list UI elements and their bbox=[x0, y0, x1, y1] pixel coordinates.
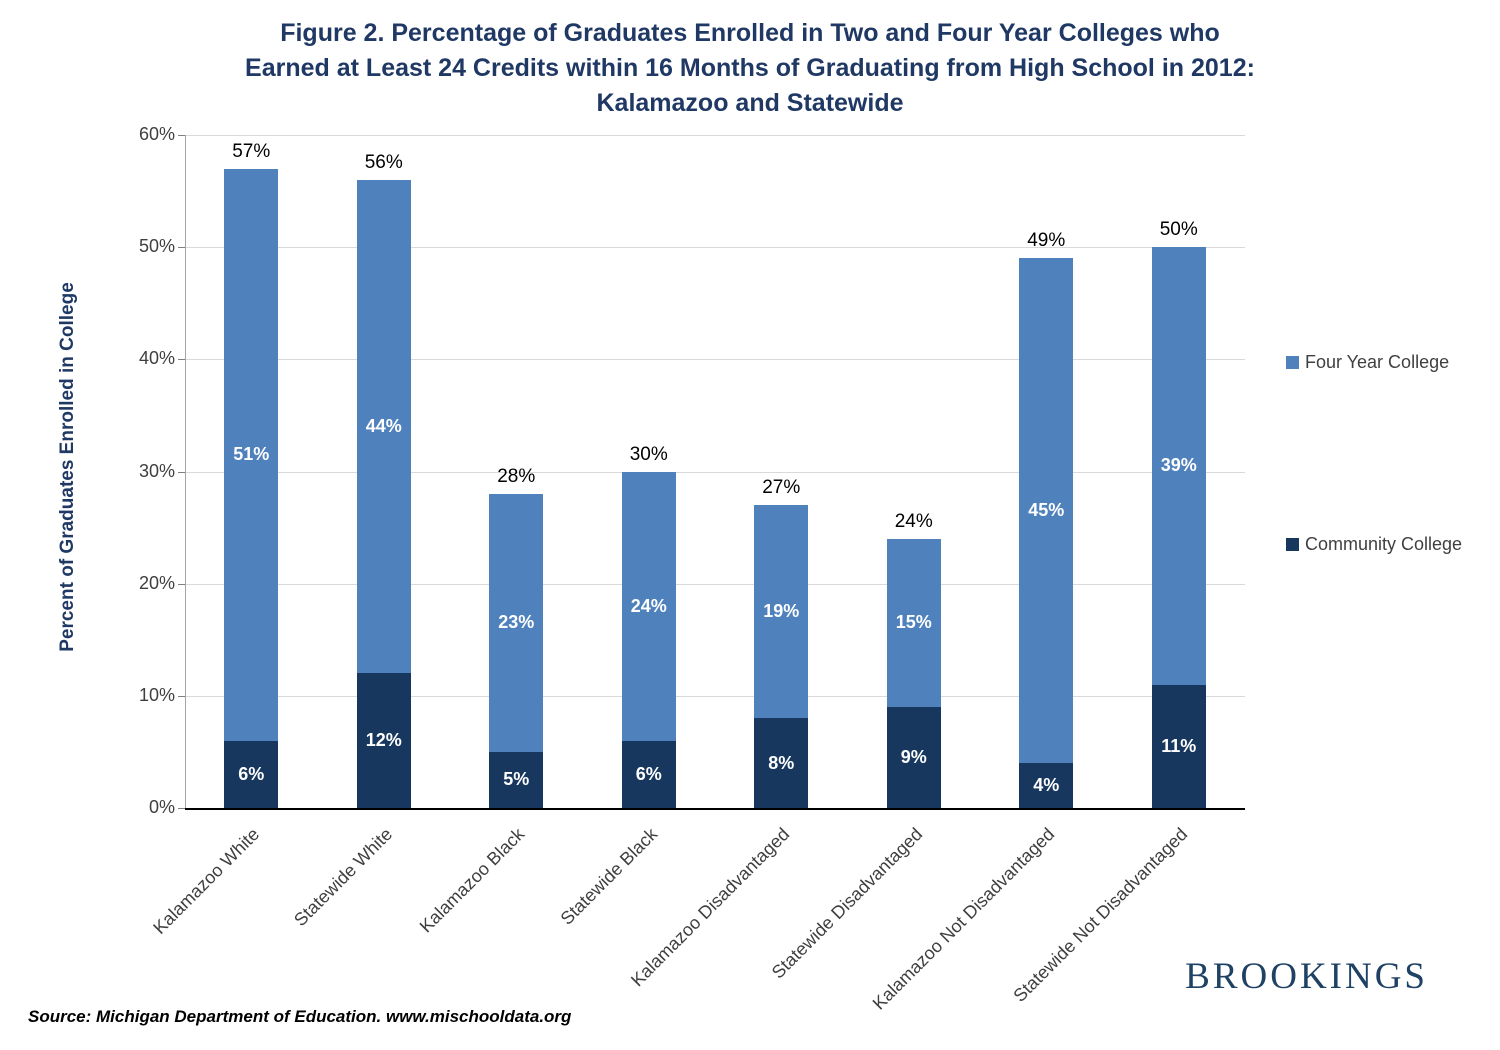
bar-segment-four-year-college: 45% bbox=[1019, 258, 1074, 764]
source-note: Source: Michigan Department of Education… bbox=[28, 1007, 572, 1026]
bar-segment-value-label: 5% bbox=[503, 769, 530, 790]
brookings-logo: BROOKINGS bbox=[1185, 956, 1428, 997]
x-axis-line bbox=[185, 808, 1245, 810]
bar-segment-value-label: 19% bbox=[763, 601, 800, 622]
bar-segment-four-year-college: 24% bbox=[621, 471, 676, 741]
bar-total-label: 50% bbox=[1159, 219, 1198, 241]
gridline bbox=[185, 135, 1245, 136]
x-axis-category-label: Kalamazoo White bbox=[149, 824, 264, 938]
bar-total-label: 24% bbox=[894, 510, 933, 532]
bar-segment-four-year-college: 44% bbox=[356, 179, 411, 674]
bar-segment-community-college: 5% bbox=[489, 751, 544, 808]
gridline bbox=[185, 583, 1245, 585]
bar-total-label: 28% bbox=[497, 465, 536, 487]
legend-item-community-college: Community College bbox=[1286, 534, 1462, 555]
bar-segment-community-college: 8% bbox=[754, 718, 809, 808]
legend-label-four-year: Four Year College bbox=[1305, 352, 1450, 372]
bar-segment-value-label: 6% bbox=[635, 763, 662, 784]
gridline bbox=[185, 247, 1245, 249]
bar-segment-value-label: 9% bbox=[900, 747, 927, 768]
bar-segment-value-label: 45% bbox=[1028, 500, 1065, 521]
chart-title: Figure 2. Percentage of Graduates Enroll… bbox=[0, 16, 1500, 121]
bar-segment-value-label: 24% bbox=[630, 595, 667, 616]
chart-title-line-1: Figure 2. Percentage of Graduates Enroll… bbox=[280, 19, 1220, 47]
y-axis-tick-label: 60% bbox=[138, 124, 175, 144]
gridline bbox=[185, 695, 1245, 697]
y-axis-tickmark bbox=[178, 247, 185, 249]
gridline bbox=[185, 359, 1245, 361]
bar-segment-community-college: 6% bbox=[224, 740, 279, 808]
bar-segment-value-label: 15% bbox=[895, 612, 932, 633]
bar-segment-value-label: 51% bbox=[233, 444, 270, 465]
bar-segment-value-label: 11% bbox=[1161, 735, 1197, 756]
bar-segment-value-label: 4% bbox=[1033, 775, 1060, 796]
x-axis-category-label: Statewide White bbox=[289, 824, 396, 931]
y-axis-tick-label: 40% bbox=[138, 348, 175, 369]
y-axis-tickmark bbox=[178, 808, 185, 809]
bar-segment-community-college: 9% bbox=[886, 707, 941, 808]
chart-title-line-2: Earned at Least 24 Credits within 16 Mon… bbox=[245, 54, 1255, 82]
x-axis-category-label: Statewide Black bbox=[556, 824, 661, 929]
y-axis-tickmark bbox=[178, 583, 185, 585]
bar-segment-four-year-college: 15% bbox=[886, 538, 941, 708]
bar-segment-four-year-college: 19% bbox=[754, 505, 809, 719]
bar-total-label: 56% bbox=[364, 151, 403, 173]
x-axis-category-label: Kalamazoo Black bbox=[415, 824, 529, 937]
bar-total-label: 27% bbox=[762, 477, 801, 499]
bar-segment-value-label: 39% bbox=[1160, 455, 1197, 476]
legend-marker-four-year bbox=[1286, 356, 1299, 369]
y-axis-tick-label: 50% bbox=[138, 236, 175, 257]
bar-segment-community-college: 4% bbox=[1019, 763, 1074, 808]
bar-segment-community-college: 11% bbox=[1151, 684, 1206, 808]
bar-segment-value-label: 12% bbox=[365, 730, 402, 751]
legend-marker-community bbox=[1286, 538, 1299, 551]
y-axis-tick-label: 10% bbox=[138, 684, 175, 705]
bar-segment-four-year-college: 51% bbox=[224, 168, 279, 741]
bar-segment-value-label: 6% bbox=[238, 763, 265, 784]
y-axis-line bbox=[185, 135, 186, 808]
y-axis-tick-label: 0% bbox=[148, 797, 175, 817]
bar-total-label: 57% bbox=[232, 140, 271, 162]
y-axis-tickmark bbox=[178, 359, 185, 361]
y-axis-tickmark bbox=[178, 471, 185, 473]
bar-segment-community-college: 6% bbox=[621, 740, 676, 808]
bar-segment-value-label: 8% bbox=[768, 752, 795, 773]
y-axis-tick-label: 30% bbox=[138, 460, 175, 481]
x-axis-category-label: Statewide Disadvantaged bbox=[767, 824, 926, 983]
bar-total-label: 30% bbox=[629, 443, 668, 465]
bar-segment-four-year-college: 23% bbox=[489, 493, 544, 752]
gridline bbox=[185, 471, 1245, 473]
y-axis-title: Percent of Graduates Enrolled in College bbox=[57, 282, 78, 652]
bar-segment-value-label: 23% bbox=[498, 612, 535, 633]
bar-total-label: 49% bbox=[1027, 230, 1066, 252]
chart-title-line-3: Kalamazoo and Statewide bbox=[596, 89, 904, 117]
y-axis-tickmark bbox=[178, 695, 185, 697]
y-axis-tick-label: 20% bbox=[138, 572, 175, 593]
legend-label-community: Community College bbox=[1305, 534, 1463, 554]
bar-segment-community-college: 12% bbox=[356, 673, 411, 808]
legend-item-four-year-college: Four Year College bbox=[1286, 352, 1449, 373]
bar-segment-four-year-college: 39% bbox=[1151, 247, 1206, 685]
bar-segment-value-label: 44% bbox=[365, 416, 402, 437]
y-axis-tickmark bbox=[178, 135, 185, 136]
